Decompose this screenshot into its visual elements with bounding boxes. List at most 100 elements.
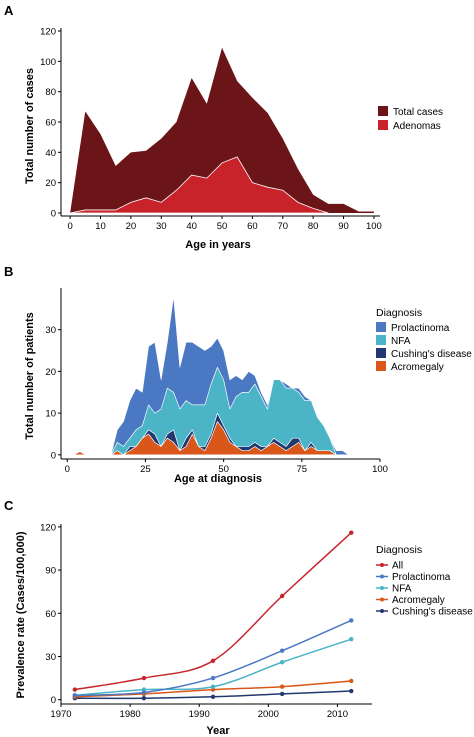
legend-point-acromegaly — [380, 597, 384, 602]
panel-a-x-tick-label: 90 — [338, 221, 349, 232]
panel-c-legend: Diagnosis AllProlactinomaNFAAcromegalyCu… — [376, 544, 473, 618]
legend-label-all: All — [392, 561, 403, 572]
panel-c-axes: 1970 1980 1990 2000 2010 0 30 60 90 120 — [40, 522, 372, 720]
panel-a-y-tick-label: 120 — [40, 27, 56, 38]
panel-a-x-tick-label: 0 — [67, 221, 72, 232]
panel-a-y-tick-label: 20 — [45, 178, 56, 189]
panel-b-axes: 0 25 50 75 100 0 10 20 30 — [45, 288, 388, 475]
panel-c-y-tick-label: 60 — [45, 609, 56, 620]
legend-swatch-cushings-b — [376, 348, 386, 358]
point-acromegaly — [279, 684, 285, 689]
point-cushing-s-disease — [349, 688, 354, 694]
panel-a-letter: A — [4, 3, 14, 18]
panel-c-x-tick-label: 1980 — [120, 709, 141, 720]
legend-point-nfa — [380, 586, 384, 590]
legend-swatch-acromegaly-b — [376, 361, 386, 371]
panel-a-x-tick-label: 70 — [277, 221, 288, 232]
point-all — [72, 687, 78, 692]
panel-c-x-tick-label: 1970 — [50, 709, 71, 720]
point-prolactinoma — [279, 648, 285, 653]
point-all — [349, 530, 354, 535]
panel-b-y-tick-label: 20 — [45, 367, 56, 378]
point-all — [141, 675, 147, 681]
panel-a-x-tick-label: 80 — [308, 221, 319, 232]
panel-a-y-tick-label: 60 — [45, 118, 56, 129]
legend-point-all — [380, 563, 384, 567]
panel-c-legend-title: Diagnosis — [376, 544, 422, 556]
legend-point-cushing-s-disease — [380, 609, 384, 613]
panel-b-y-tick-label: 10 — [45, 409, 56, 420]
panel-a-x-tick-label: 10 — [95, 221, 106, 232]
point-prolactinoma — [72, 693, 78, 698]
area-prolactinoma — [66, 296, 356, 456]
panel-b-y-tick-label: 30 — [45, 325, 56, 336]
panel-b-x-tick-label: 75 — [297, 464, 308, 475]
point-nfa — [279, 660, 285, 665]
legend-label-adenomas: Adenomas — [393, 121, 441, 132]
panel-a-x-tick-label: 30 — [156, 221, 167, 232]
panel-b-y-axis-title: Total number of patients — [24, 312, 36, 440]
point-all — [210, 658, 216, 663]
point-nfa — [210, 684, 216, 689]
legend-label-cushings-b: Cushing's disease — [391, 349, 472, 360]
panel-a-x-tick-label: 50 — [217, 221, 228, 232]
panel-c-y-tick-label: 30 — [45, 652, 56, 663]
panel-a-x-axis-title: Age in years — [185, 239, 250, 251]
point-acromegaly — [349, 678, 354, 684]
panel-a-y-tick-label: 100 — [40, 57, 56, 68]
area-adenomas — [70, 156, 329, 214]
panel-a-areas — [70, 47, 374, 214]
point-prolactinoma — [141, 690, 147, 695]
panel-c-letter: C — [4, 498, 14, 513]
legend-swatch-prolactinoma-b — [376, 322, 386, 332]
panel-a-y-axis-title: Total number of cases — [24, 68, 36, 184]
legend-label-acromegaly: Acromegaly — [392, 595, 445, 606]
legend-swatch-adenomas — [378, 120, 388, 130]
panel-a: A 0 10 20 30 40 50 60 70 80 90 100020406080100120 … — [4, 3, 443, 251]
panel-b-areas — [66, 296, 356, 456]
panel-c-x-axis-title: Year — [206, 725, 230, 737]
panel-a-axes: 0 10 20 30 40 50 60 70 80 90 100 0 20 40 60 80 100 120 — [40, 27, 382, 232]
point-prolactinoma — [210, 675, 216, 681]
panel-c-x-tick-label: 2000 — [258, 709, 279, 720]
panel-b-legend: Diagnosis Prolactinoma NFA Cushing's dis… — [376, 307, 472, 373]
panel-b-legend-title: Diagnosis — [376, 307, 422, 319]
panel-a-x-tick-label: 40 — [186, 221, 197, 232]
panel-c-y-axis-title: Prevalence rate (Cases/100,000) — [15, 531, 27, 698]
panel-a-y-tick-label: 40 — [45, 148, 56, 159]
point-cushing-s-disease — [279, 691, 285, 697]
panel-a-y-tick-label: 80 — [45, 87, 56, 98]
panel-a-x-tick-label: 60 — [247, 221, 258, 232]
legend-label-total-cases: Total cases — [393, 107, 443, 118]
panel-a-x-tick-label: 20 — [126, 221, 137, 232]
panel-b-y-tick-label: 0 — [51, 450, 56, 461]
legend-label-nfa-b: NFA — [391, 336, 411, 347]
legend-label-acromegaly-b: Acromegaly — [391, 362, 444, 373]
panel-b-x-tick-label: 100 — [372, 464, 388, 475]
legend-label-prolactinoma-b: Prolactinoma — [391, 323, 450, 334]
legend-swatch-nfa-b — [376, 335, 386, 345]
panel-b: B 0 25 50 75 100 0 10 20 30 Age at diagnosis Tot… — [4, 264, 472, 485]
panel-a-legend: Total cases Adenomas — [378, 106, 443, 132]
line-all — [74, 532, 352, 691]
panel-c-x-tick-label: 2010 — [327, 709, 348, 720]
panel-b-letter: B — [4, 264, 13, 279]
panel-c: C 1970 1980 1990 2000 2010 0 30 60 90 120 Year Pr… — [4, 498, 473, 737]
point-prolactinoma — [349, 618, 354, 623]
panel-b-x-tick-label: 25 — [140, 464, 151, 475]
panel-a-y-tick-label: 0 — [51, 208, 56, 219]
panel-c-x-tick-label: 1990 — [189, 709, 210, 720]
panel-b-x-tick-label: 0 — [65, 464, 70, 475]
panel-c-lines — [72, 530, 354, 701]
panel-c-y-tick-label: 0 — [51, 695, 56, 706]
legend-point-prolactinoma — [380, 574, 384, 579]
area-total-cases — [70, 47, 374, 213]
legend-label-cushing-s-disease: Cushing's disease — [392, 607, 473, 618]
panel-a-x-tick-label: 100 — [366, 221, 382, 232]
panel-c-y-tick-label: 120 — [40, 522, 56, 533]
panel-b-x-tick-label: 50 — [218, 464, 229, 475]
legend-label-prolactinoma: Prolactinoma — [392, 572, 451, 583]
point-cushing-s-disease — [210, 694, 216, 699]
panel-b-x-axis-title: Age at diagnosis — [174, 473, 262, 485]
